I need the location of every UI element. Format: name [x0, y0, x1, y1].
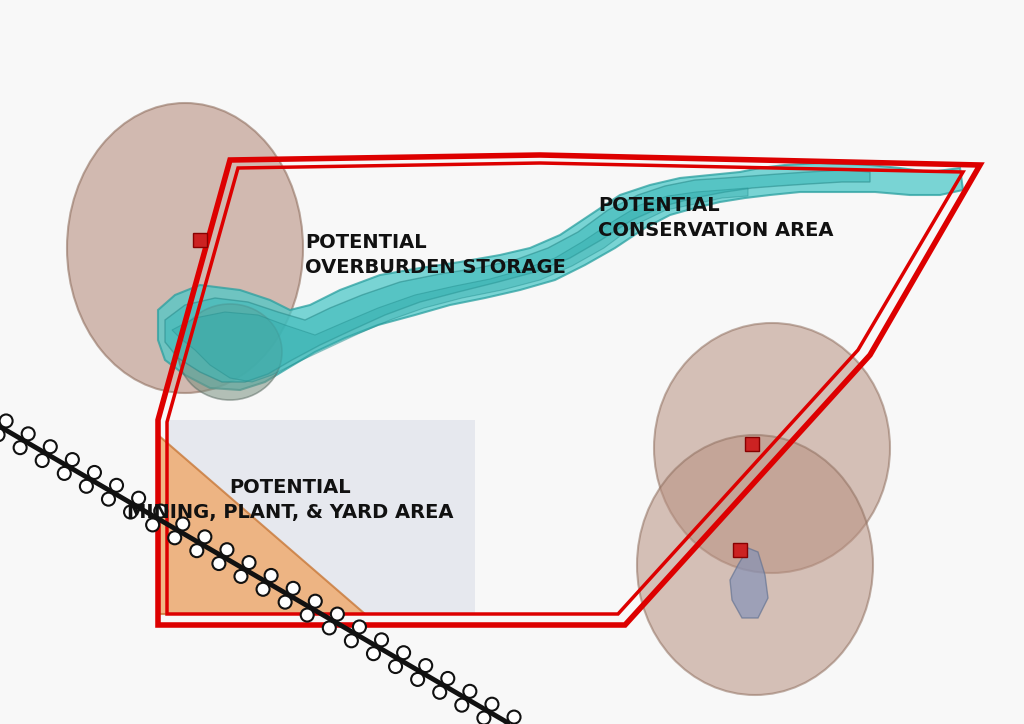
Circle shape: [57, 467, 71, 480]
Circle shape: [367, 647, 380, 660]
Circle shape: [243, 556, 256, 569]
Circle shape: [124, 505, 137, 518]
Ellipse shape: [67, 103, 303, 393]
Ellipse shape: [637, 435, 873, 695]
Circle shape: [264, 569, 278, 582]
Circle shape: [508, 710, 520, 723]
Circle shape: [44, 440, 56, 453]
Circle shape: [234, 570, 248, 583]
Circle shape: [22, 427, 35, 440]
Circle shape: [13, 441, 27, 454]
Circle shape: [0, 429, 4, 442]
Circle shape: [309, 594, 322, 607]
Text: POTENTIAL
CONSERVATION AREA: POTENTIAL CONSERVATION AREA: [598, 196, 834, 240]
Bar: [193, 233, 207, 247]
Circle shape: [412, 673, 424, 686]
Circle shape: [80, 480, 93, 493]
Circle shape: [176, 518, 189, 531]
Circle shape: [146, 518, 159, 531]
Circle shape: [279, 596, 292, 609]
Circle shape: [433, 686, 446, 699]
Ellipse shape: [178, 304, 282, 400]
Circle shape: [287, 582, 300, 595]
Circle shape: [66, 453, 79, 466]
Circle shape: [257, 583, 269, 596]
Polygon shape: [172, 188, 748, 382]
Polygon shape: [158, 435, 365, 614]
Circle shape: [456, 699, 468, 712]
Circle shape: [102, 492, 115, 505]
Circle shape: [323, 621, 336, 634]
Circle shape: [110, 479, 123, 492]
Circle shape: [212, 557, 225, 570]
Circle shape: [419, 659, 432, 672]
Circle shape: [190, 544, 204, 557]
Circle shape: [397, 647, 411, 660]
Polygon shape: [165, 170, 870, 382]
Circle shape: [477, 712, 490, 724]
Polygon shape: [730, 548, 768, 618]
Bar: [167, 420, 475, 614]
Bar: [745, 437, 759, 451]
Circle shape: [199, 531, 211, 543]
Circle shape: [441, 672, 455, 685]
Bar: [733, 543, 746, 557]
Circle shape: [375, 634, 388, 647]
Text: POTENTIAL
OVERBURDEN STORAGE: POTENTIAL OVERBURDEN STORAGE: [305, 233, 566, 277]
Circle shape: [0, 414, 12, 427]
Circle shape: [220, 543, 233, 556]
Polygon shape: [158, 163, 963, 390]
Ellipse shape: [654, 323, 890, 573]
Circle shape: [464, 685, 476, 698]
Circle shape: [168, 531, 181, 544]
Circle shape: [331, 607, 344, 620]
Circle shape: [36, 454, 49, 467]
Circle shape: [353, 620, 366, 634]
Text: POTENTIAL
MINING, PLANT, & YARD AREA: POTENTIAL MINING, PLANT, & YARD AREA: [127, 478, 454, 522]
Circle shape: [155, 505, 167, 518]
Circle shape: [345, 634, 357, 647]
Circle shape: [485, 698, 499, 711]
Circle shape: [389, 660, 402, 673]
Circle shape: [88, 466, 101, 479]
Circle shape: [301, 609, 313, 621]
Circle shape: [132, 492, 145, 505]
